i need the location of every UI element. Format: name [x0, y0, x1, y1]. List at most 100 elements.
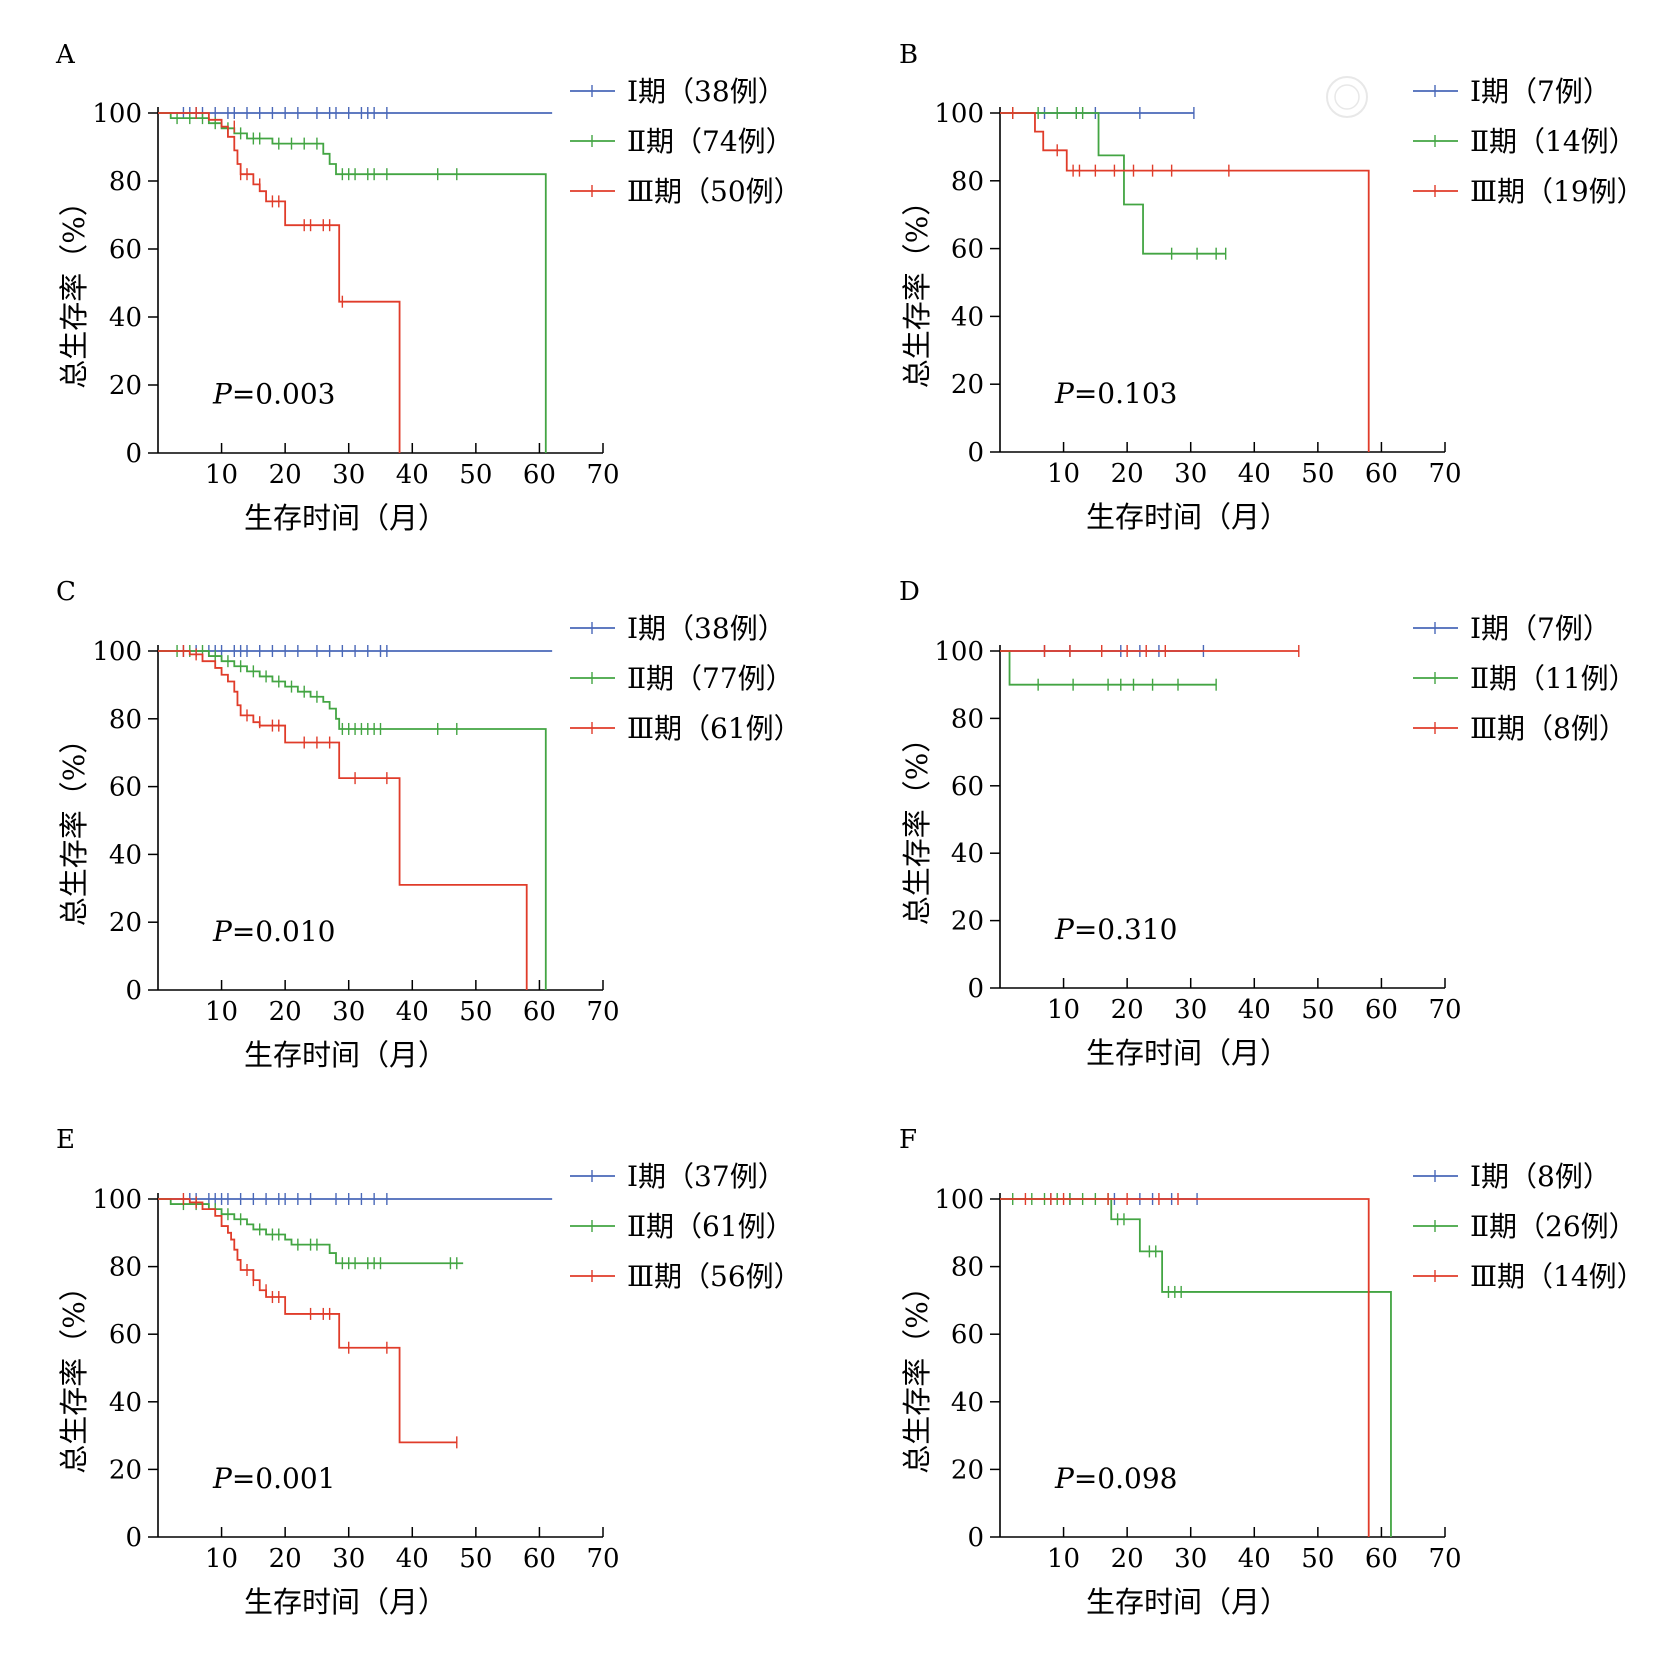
watermark-seal-icon	[1326, 76, 1368, 118]
x-tick-label: 70	[586, 997, 619, 1027]
y-tick-label: 40	[951, 839, 984, 869]
x-tick-label: 50	[1301, 1544, 1334, 1574]
legend-label: Ⅲ期（61例）	[627, 712, 802, 745]
legend-entry: Ⅰ期（38例）	[570, 612, 786, 645]
x-axis-label: 生存时间（月）	[244, 501, 447, 535]
y-tick-label: 0	[967, 974, 984, 1004]
y-tick-label: 60	[109, 235, 142, 265]
survival-curve	[1000, 112, 1370, 452]
p-value: P=0.310	[1054, 913, 1177, 946]
x-tick-label: 30	[332, 997, 365, 1027]
x-tick-label: 70	[1428, 459, 1461, 489]
legend-entry: Ⅰ期（7例）	[1413, 612, 1611, 645]
survival-curve	[1000, 1198, 1370, 1537]
y-tick-label: 20	[951, 1455, 984, 1485]
legend-entry: Ⅱ期（14例）	[1413, 125, 1637, 158]
x-tick-label: 70	[586, 1544, 619, 1574]
x-tick-label: 40	[396, 997, 429, 1027]
km-panel-D: D 0 20 40 60 80 100 10 20 30 40 50 60 70 生存时间（月） 总生存率（%…	[899, 577, 1637, 1070]
y-tick-label: 60	[109, 1320, 142, 1350]
y-tick-label: 20	[951, 370, 984, 400]
survival-curve	[158, 650, 547, 990]
legend-label: Ⅱ期（14例）	[1470, 125, 1637, 158]
legend-entry: Ⅰ期（8例）	[1413, 1160, 1611, 1193]
y-tick-label: 100	[934, 637, 984, 667]
x-tick-label: 70	[1428, 995, 1461, 1025]
x-tick-label: 60	[523, 997, 556, 1027]
x-tick-label: 10	[1047, 459, 1080, 489]
x-tick-label: 10	[205, 1544, 238, 1574]
x-tick-label: 40	[396, 460, 429, 490]
x-tick-label: 50	[459, 1544, 492, 1574]
legend-entry: Ⅱ期（11例）	[1413, 662, 1637, 695]
legend-label: Ⅲ期（19例）	[1470, 175, 1645, 208]
y-tick-label: 40	[951, 302, 984, 332]
legend-entry: Ⅱ期（61例）	[570, 1210, 794, 1243]
x-axis-label: 生存时间（月）	[244, 1585, 447, 1619]
panel-label: F	[899, 1125, 917, 1155]
x-tick-label: 60	[1365, 459, 1398, 489]
series-stage-3	[1000, 1193, 1370, 1537]
x-tick-label: 60	[1365, 995, 1398, 1025]
legend-label: Ⅱ期（74例）	[627, 125, 794, 158]
x-tick-label: 50	[1301, 995, 1334, 1025]
legend-label: Ⅱ期（26例）	[1470, 1210, 1637, 1243]
x-tick-label: 40	[1238, 1544, 1271, 1574]
legend-label: Ⅰ期（7例）	[1470, 612, 1611, 645]
p-value: P=0.001	[212, 1462, 335, 1495]
series-stage-3	[1000, 645, 1300, 657]
x-tick-label: 60	[523, 1544, 556, 1574]
y-tick-label: 0	[125, 439, 142, 469]
y-tick-label: 40	[109, 840, 142, 870]
survival-curve	[1000, 1198, 1392, 1537]
x-tick-label: 60	[523, 460, 556, 490]
legend-label: Ⅰ期（37例）	[627, 1160, 786, 1193]
legend-entry: Ⅱ期（26例）	[1413, 1210, 1637, 1243]
x-tick-label: 10	[1047, 1544, 1080, 1574]
legend-entry: Ⅲ期（19例）	[1413, 175, 1645, 208]
y-tick-label: 40	[109, 1388, 142, 1418]
series-stage-2	[158, 645, 547, 990]
panel-label: C	[56, 577, 76, 607]
x-tick-label: 10	[205, 997, 238, 1027]
legend-entry: Ⅲ期（14例）	[1413, 1260, 1645, 1293]
series-stage-2	[1000, 107, 1227, 260]
x-tick-label: 20	[269, 460, 302, 490]
y-tick-label: 60	[951, 772, 984, 802]
x-tick-label: 10	[1047, 995, 1080, 1025]
series-stage-3	[158, 107, 401, 453]
x-axis-label: 生存时间（月）	[1086, 1036, 1289, 1070]
x-tick-label: 30	[332, 1544, 365, 1574]
legend-label: Ⅲ期（50例）	[627, 175, 802, 208]
y-tick-label: 100	[92, 637, 142, 667]
series-stage-3	[158, 645, 528, 990]
x-tick-label: 30	[332, 460, 365, 490]
p-value: P=0.010	[212, 915, 335, 948]
y-tick-label: 20	[109, 1455, 142, 1485]
survival-curve	[158, 650, 528, 990]
y-tick-label: 100	[92, 99, 142, 129]
x-tick-label: 20	[1111, 459, 1144, 489]
y-axis-label: 总生存率（%）	[900, 187, 934, 389]
y-tick-label: 80	[109, 167, 142, 197]
x-tick-label: 30	[1174, 995, 1207, 1025]
p-value: P=0.003	[212, 378, 335, 411]
y-tick-label: 80	[109, 705, 142, 735]
x-axis-label: 生存时间（月）	[1086, 500, 1289, 534]
y-tick-label: 20	[951, 907, 984, 937]
panel-label: E	[56, 1125, 75, 1155]
x-tick-label: 50	[459, 460, 492, 490]
legend-label: Ⅰ期（38例）	[627, 75, 786, 108]
x-tick-label: 30	[1174, 1544, 1207, 1574]
legend-label: Ⅱ期（61例）	[627, 1210, 794, 1243]
survival-curve	[1000, 112, 1226, 255]
x-tick-label: 20	[1111, 1544, 1144, 1574]
y-tick-label: 80	[951, 1253, 984, 1283]
p-value: P=0.103	[1054, 377, 1177, 410]
legend-label: Ⅲ期（56例）	[627, 1260, 802, 1293]
y-axis-label: 总生存率（%）	[900, 724, 934, 926]
km-panel-F: F 0 20 40 60 80 100 10 20 30 40 50 60 70 生存时间（月） 总生存率（%…	[899, 1125, 1645, 1619]
y-tick-label: 0	[125, 976, 142, 1006]
legend-entry: Ⅰ期（7例）	[1413, 75, 1611, 108]
